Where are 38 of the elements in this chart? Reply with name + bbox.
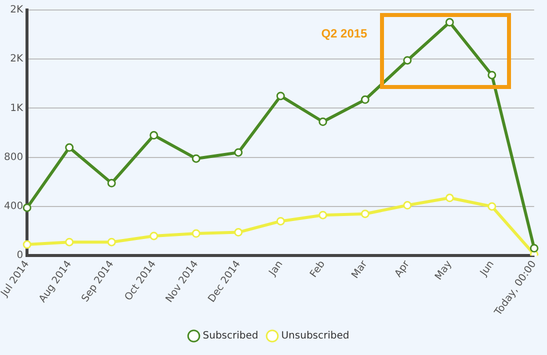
point	[276, 216, 285, 226]
x-tick-label: Feb	[308, 258, 328, 280]
legend-label: Unsubscribed	[281, 330, 350, 342]
point	[403, 56, 412, 65]
point	[403, 201, 412, 210]
point	[234, 228, 243, 237]
y-tick-label: 2K	[10, 4, 24, 16]
point	[22, 240, 32, 249]
x-tick-label: Jun	[478, 258, 496, 279]
point	[107, 178, 116, 188]
point	[318, 118, 328, 126]
point	[22, 203, 32, 212]
point	[488, 202, 496, 211]
point	[276, 92, 285, 100]
point	[192, 154, 200, 163]
point	[360, 95, 370, 104]
legend-label: Subscribed	[202, 330, 258, 342]
point	[318, 210, 328, 220]
y-tick-label: 400	[4, 201, 24, 212]
point	[150, 232, 158, 240]
y-tick-label: 1K	[10, 102, 24, 114]
point	[445, 18, 454, 27]
y-tick-label: 800	[4, 152, 24, 163]
point	[150, 131, 158, 140]
x-tick-label: Apr	[393, 258, 412, 280]
annotation: Q2 2015	[321, 26, 368, 40]
y-tick-label: 2K	[10, 54, 24, 65]
point	[107, 238, 116, 246]
point	[65, 143, 74, 152]
point	[234, 148, 243, 157]
x-tick-label: Jan	[266, 258, 286, 279]
point	[360, 210, 370, 218]
point	[192, 229, 200, 238]
point	[530, 244, 538, 252]
point	[488, 70, 496, 80]
point	[445, 194, 454, 202]
y-tick-label: 0	[16, 250, 24, 262]
point	[65, 238, 74, 246]
